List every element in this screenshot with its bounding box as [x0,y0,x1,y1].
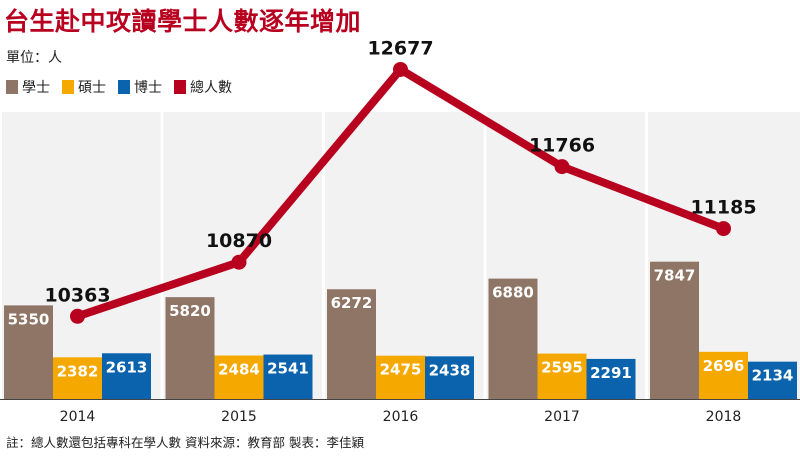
x-tick-label-2017: 2017 [544,409,580,425]
data-label-master-2017: 2595 [541,359,583,377]
total-point-2018 [716,221,731,237]
total-label-2018: 11185 [690,197,756,219]
data-label-doctor-2018: 2134 [752,367,794,385]
bar-doctor-2015 [263,354,313,399]
data-label-bachelor-2017: 6880 [492,284,534,302]
footnote: 註：總人數還包括專科在學人數 資料來源：教育部 製表：李佳穎 [6,435,364,450]
total-point-2017 [554,159,570,175]
total-point-2014 [70,308,85,324]
bar-bachelor-2014 [4,305,53,399]
legend-label-bachelor: 學士 [22,80,50,96]
data-label-master-2014: 2382 [57,362,99,380]
legend-label-master: 碩士 [78,80,106,96]
total-label-2017: 11766 [529,135,595,157]
data-label-bachelor-2018: 7847 [654,267,696,285]
bar-bachelor-2015 [165,297,215,399]
total-label-2015: 10870 [206,230,272,252]
total-label-2014: 10363 [44,284,110,306]
x-tick-label-2016: 2016 [383,409,419,425]
chart-title: 台生赴中攻讀學士人數逐年增加 [4,7,362,36]
bar-master-2016 [376,355,425,399]
data-label-doctor-2017: 2291 [590,364,632,382]
legend-swatch-doctor [118,80,130,94]
bar-bachelor-2018 [650,261,699,399]
data-label-doctor-2014: 2613 [106,358,148,376]
legend-label-total: 總人數 [190,80,232,96]
legend-swatch-bachelor [6,80,18,94]
bar-doctor-2014 [102,353,151,399]
legend-item-bachelor: 學士 [6,77,50,97]
bar-bachelor-2016 [327,289,376,399]
bar-master-2018 [699,351,748,399]
data-label-master-2018: 2696 [703,357,745,375]
legend-item-doctor: 博士 [118,77,162,97]
x-tick-label-2015: 2015 [221,409,257,425]
bar-doctor-2016 [425,356,474,399]
legend: 學士 碩士 博士 總人數 [6,77,232,97]
data-label-bachelor-2016: 6272 [331,294,373,312]
legend-label-doctor: 博士 [134,80,162,96]
data-label-bachelor-2014: 5350 [8,310,50,328]
data-label-master-2016: 2475 [380,361,422,379]
total-label-2016: 12677 [367,37,433,59]
data-label-doctor-2015: 2541 [267,360,309,378]
legend-item-master: 碩士 [62,77,106,97]
total-point-2015 [231,254,247,270]
bar-master-2017 [537,353,587,399]
unit-label: 單位：人 [6,50,62,66]
bar-doctor-2017 [586,358,636,399]
x-tick-label-2018: 2018 [706,409,742,425]
legend-swatch-total [174,80,186,94]
x-tick-label-2014: 2014 [60,409,96,425]
data-label-doctor-2016: 2438 [429,361,471,379]
legend-item-total: 總人數 [174,77,232,97]
bar-bachelor-2017 [488,278,538,399]
data-label-bachelor-2015: 5820 [169,302,211,320]
bar-doctor-2018 [748,361,797,399]
legend-swatch-master [62,80,74,94]
bar-master-2015 [214,355,264,399]
total-point-2016 [393,61,408,77]
bar-master-2014 [53,357,102,399]
data-label-master-2015: 2484 [218,361,260,379]
